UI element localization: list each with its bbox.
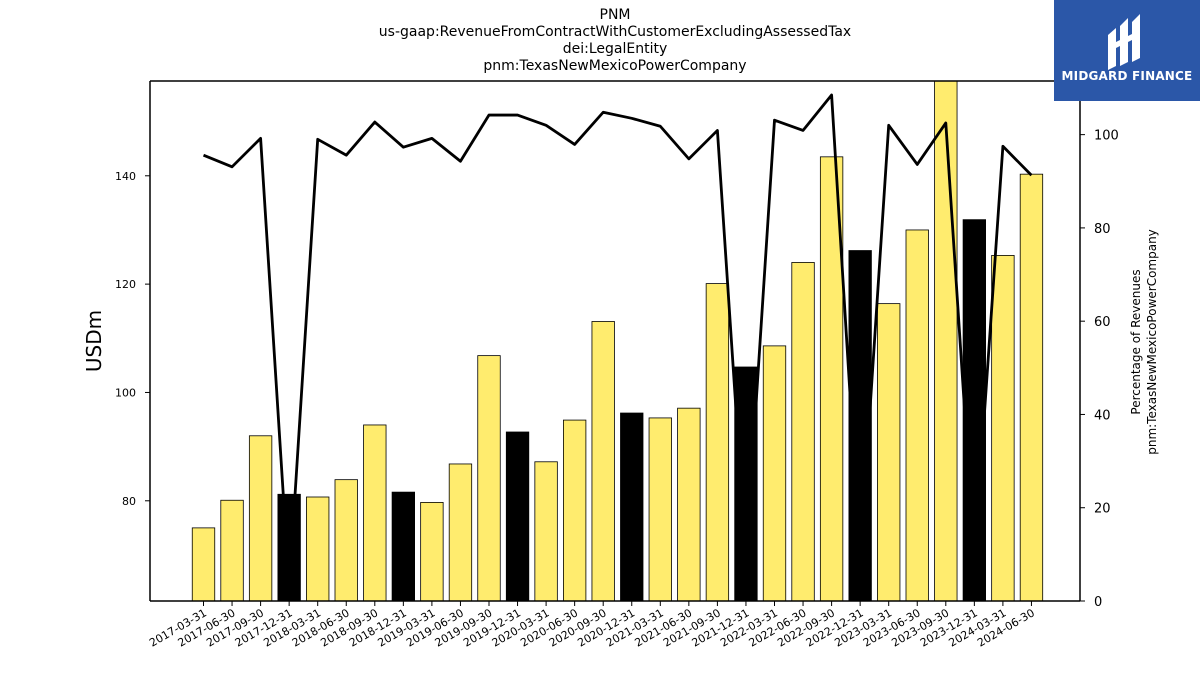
bar-2020-06-30 — [563, 419, 587, 601]
bar-2020-12-31 — [620, 412, 644, 601]
percentage-line — [202, 93, 1033, 589]
logo-text: MIDGARD FINANCE — [1061, 69, 1193, 83]
y-tick-label-100: 100 — [115, 386, 136, 399]
bar-2017-03-31 — [191, 527, 216, 601]
bar-2021-09-30 — [705, 283, 730, 601]
y2-tick-label-60: 60 — [1094, 315, 1111, 330]
y2-tick-label-100: 100 — [1094, 129, 1119, 144]
bar-2023-09-30 — [934, 81, 958, 601]
y-tick-label-80: 80 — [122, 495, 136, 508]
chart-title-line-3: dei:LegalEntity — [562, 41, 668, 57]
bar-2019-03-31 — [420, 502, 444, 601]
y2-tick-label-40: 40 — [1094, 408, 1111, 423]
y2-axis-label-line-1: Percentage of Revenues — [1129, 269, 1143, 414]
chart-title: PNM us-gaap:RevenueFromContractWithCusto… — [150, 7, 1080, 75]
bar-2024-06-30 — [1019, 173, 1044, 601]
bar-2018-03-31 — [306, 496, 330, 601]
plot-area — [191, 81, 1044, 601]
bar-2019-06-30 — [448, 463, 473, 601]
y-tick-label-120: 120 — [115, 278, 136, 291]
bar-2021-06-30 — [677, 407, 701, 601]
bar-2019-12-31 — [505, 431, 530, 601]
bar-2023-06-30 — [905, 229, 929, 601]
bar-2021-12-31 — [734, 366, 758, 601]
bar-2024-03-31 — [991, 255, 1015, 601]
y2-tick-label-0: 0 — [1094, 595, 1102, 610]
y2-tick-label-80: 80 — [1094, 222, 1111, 237]
bar-2021-03-31 — [648, 417, 672, 601]
bar-2017-12-31 — [277, 493, 301, 601]
bar-2022-06-30 — [791, 262, 815, 601]
y-axis-label: USDm — [82, 310, 106, 372]
bar-2018-12-31 — [391, 491, 416, 601]
bar-2018-06-30 — [334, 479, 358, 601]
bar-2022-03-31 — [762, 345, 787, 601]
y2-tick-label-20: 20 — [1094, 502, 1111, 517]
midgard-logo: MIDGARD FINANCE — [1054, 0, 1200, 101]
y2-axis-label-line-2: pnm:TexasNewMexicoPowerCompany — [1145, 229, 1159, 455]
bar-2022-09-30 — [819, 156, 844, 601]
bar-2020-09-30 — [591, 321, 615, 601]
chart-title-line-4: pnm:TexasNewMexicoPowerCompany — [483, 58, 747, 74]
bar-2020-03-31 — [534, 461, 558, 601]
bar-2019-09-30 — [477, 355, 501, 601]
midgard-logo-icon — [1108, 14, 1140, 70]
y-tick-label-140: 140 — [115, 170, 136, 183]
bar-2017-06-30 — [220, 499, 244, 601]
bar-2017-09-30 — [248, 435, 273, 601]
chart-title-line-2: us-gaap:RevenueFromContractWithCustomerE… — [378, 24, 852, 40]
bar-2018-09-30 — [363, 424, 387, 601]
chart-title-line-1: PNM — [599, 7, 631, 23]
bar-2023-03-31 — [877, 303, 901, 601]
